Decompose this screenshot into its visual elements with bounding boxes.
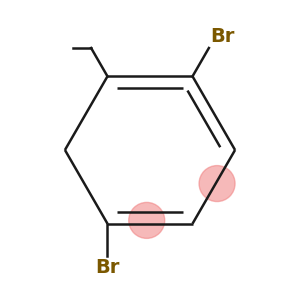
Circle shape [129,202,165,238]
Text: Br: Br [211,27,235,46]
Text: Br: Br [95,258,120,277]
Circle shape [199,166,235,202]
